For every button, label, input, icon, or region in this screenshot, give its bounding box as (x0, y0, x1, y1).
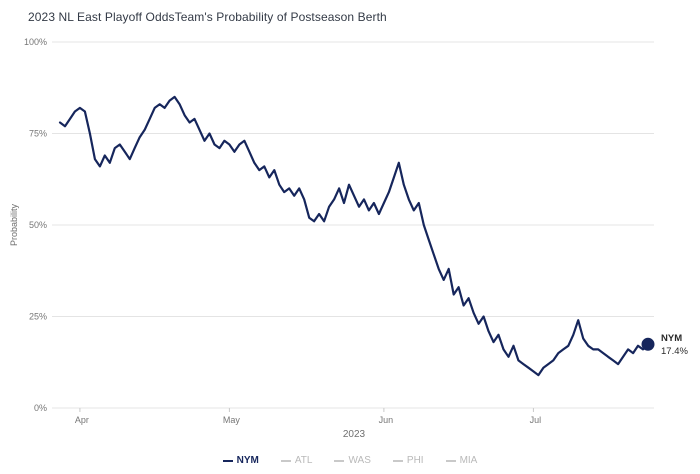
legend-label: PHI (406, 455, 424, 466)
svg-text:100%: 100% (24, 37, 47, 47)
legend-item-nym[interactable]: NYM (222, 455, 259, 466)
svg-text:May: May (223, 415, 241, 425)
end-label-team: NYM (661, 333, 683, 345)
legend-item-phi[interactable]: PHI (392, 455, 424, 466)
legend-label: MIA (459, 455, 478, 466)
legend-swatch-icon (445, 459, 456, 462)
chart-title: 2023 NL East Playoff OddsTeam's Probabil… (28, 10, 387, 24)
svg-text:75%: 75% (29, 129, 47, 139)
end-label-value: 17.4% (661, 346, 688, 358)
svg-text:25%: 25% (29, 312, 47, 322)
series-end-label: NYM 17.4% (661, 333, 688, 359)
legend-item-was[interactable]: WAS (334, 455, 371, 466)
svg-text:Apr: Apr (75, 415, 89, 425)
svg-text:0%: 0% (34, 403, 47, 413)
legend-label: NYM (236, 455, 259, 466)
series-line-nym (58, 95, 650, 377)
x-axis-label: 2023 (342, 429, 366, 440)
legend-swatch-icon (280, 459, 291, 462)
series-endpoint-dot (641, 337, 655, 351)
legend-label: WAS (348, 455, 371, 466)
legend-swatch-icon (334, 459, 345, 462)
legend-swatch-icon (222, 459, 233, 462)
legend-label: ATL (294, 455, 313, 466)
legend-item-atl[interactable]: ATL (280, 455, 313, 466)
legend: NYM ATL WAS PHI MIA (0, 455, 700, 466)
legend-item-mia[interactable]: MIA (445, 455, 478, 466)
legend-swatch-icon (392, 459, 403, 462)
svg-text:50%: 50% (29, 220, 47, 230)
svg-text:Jul: Jul (530, 415, 542, 425)
plot-area: 0% 25% 50% 75% 100% Apr May Jun Jul (24, 37, 655, 425)
svg-text:Jun: Jun (379, 415, 394, 425)
